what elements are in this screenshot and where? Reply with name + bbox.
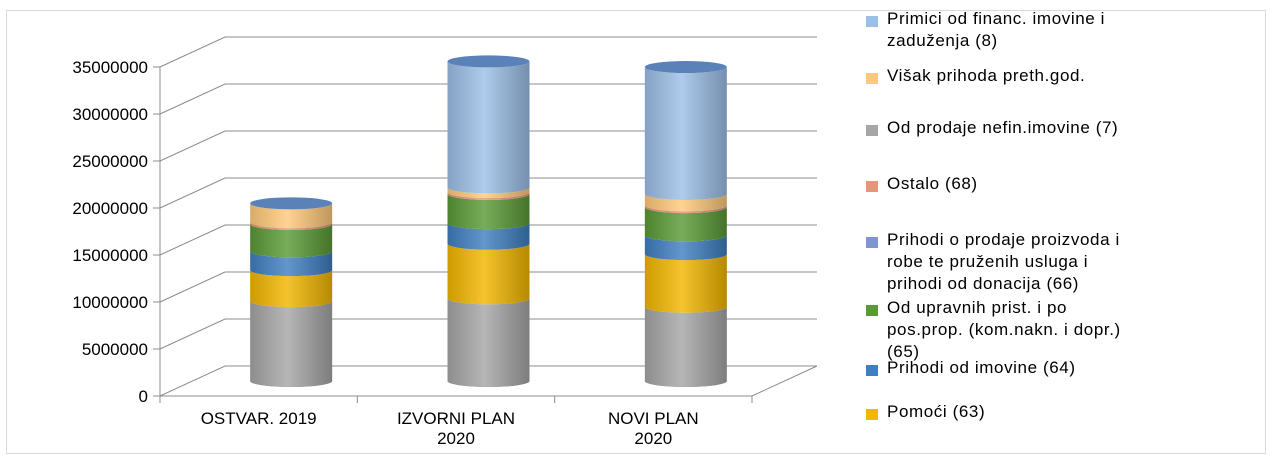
legend-swatch [866,125,878,136]
gridline [159,271,817,303]
legend-label: Višak prihoda preth.god. [887,66,1086,85]
legend: Primici od financ. imovine i zaduženja (… [866,0,1266,458]
y-tick-label: 15000000 [72,246,148,265]
bar-top-cap [447,55,530,68]
bar-segment [644,207,727,242]
bar-segment [447,243,530,305]
bar-column [447,55,530,387]
legend-label: Od upravnih prist. i po pos.prop. (kom.n… [887,298,1121,361]
bar-segment [447,298,530,387]
bar-segment [644,235,727,261]
bar-segment [250,203,333,229]
legend-swatch [866,409,878,420]
legend-swatch [866,181,878,192]
legend-swatch [866,365,878,376]
legend-label: Pomoći (63) [887,402,986,421]
bar-column [644,61,727,387]
bar-top-cap [644,61,727,74]
grid-layer [153,36,818,403]
legend-swatch [866,237,878,248]
stacked-cylinder-chart: 0 5000000 10000000 15000000 20000000 25000000… [72,36,818,448]
label-layer: 0 5000000 10000000 15000000 20000000 25000000… [72,58,698,448]
y-tick-label: 10000000 [72,293,148,312]
y-tick-label: 30000000 [72,105,148,124]
gridline [159,130,817,162]
bar-segment [644,254,727,313]
bar-segment [447,193,530,230]
y-tick-label: 0 [139,387,148,406]
bar-segment [447,61,530,194]
y-tick-label: 35000000 [72,58,148,77]
gridline [159,318,817,350]
y-tick-label: 20000000 [72,199,148,218]
x-category-label: OSTVAR. 2019 [201,409,317,428]
bar-segment [250,222,333,231]
gridline [159,365,817,397]
bar-segment [250,224,333,258]
legend-swatch [866,16,878,27]
gridline [159,177,817,209]
gridline [159,36,817,68]
x-category-label: IZVORNI PLAN 2020 [397,409,515,448]
gridline [159,224,817,256]
bar-segment [447,187,530,199]
bar-segment [644,193,727,212]
bar-segment [250,301,333,387]
legend-label: Primici od financ. imovine i zaduženja (… [887,9,1106,50]
chart-frame [6,10,1266,454]
gridline [159,83,817,115]
x-category-label: NOVI PLAN 2020 [608,409,699,448]
y-tick-label: 25000000 [72,152,148,171]
legend-swatch [866,73,878,84]
legend-label: Prihodi o prodaje proizvoda i robe te pr… [887,230,1120,293]
legend-swatch [866,305,878,316]
legend-label: Prihodi od imovine (64) [887,358,1076,377]
bar-segment [644,205,727,214]
y-tick-label: 5000000 [82,340,148,359]
bar-segment [250,251,333,277]
bar-segment [447,223,530,250]
bar-layer [250,55,727,387]
bar-segment [250,270,333,308]
bar-segment [644,67,727,200]
legend-label: Ostalo (68) [887,174,978,193]
bar-top-cap [250,197,333,210]
bar-column [250,197,333,387]
bar-segment [447,192,530,200]
bar-segment [644,306,727,387]
legend-label: Od prodaje nefin.imovine (7) [887,118,1119,137]
